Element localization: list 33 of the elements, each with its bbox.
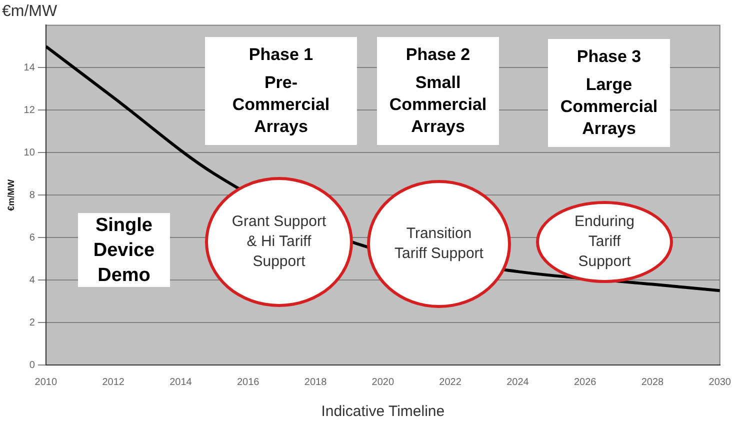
x-tick-label: 2020 — [372, 376, 394, 388]
y-tick-label: 2 — [29, 317, 36, 328]
x-tick-label: 2016 — [236, 376, 260, 388]
annotation: Grant Support & Hi Tariff Support — [232, 212, 326, 272]
chart-title: €m/MW — [2, 3, 58, 20]
y-tick-label: 0 — [29, 360, 36, 371]
annotation: Enduring Tariff Support — [574, 212, 635, 272]
x-tick-label: 2010 — [34, 376, 58, 388]
x-tick-label: 2018 — [304, 376, 328, 388]
y-tick-label: 8 — [29, 190, 36, 201]
x-axis-title: Indicative Timeline — [321, 403, 445, 420]
annotation: Phase 1 Pre- Commercial Arrays — [232, 44, 330, 138]
annotation: Single Device Demo — [93, 214, 155, 288]
x-tick-label: 2012 — [102, 376, 125, 388]
x-tick-label: 2028 — [641, 376, 664, 388]
note-box: Phase 1 Pre- Commercial Arrays — [205, 37, 357, 145]
y-tick-label: 6 — [29, 232, 36, 244]
note-box: Single Device Demo — [78, 213, 170, 287]
annotation: Phase 3 Large Commercial Arrays — [560, 46, 658, 140]
x-tick-label: 2026 — [574, 376, 597, 388]
note-box: Phase 3 Large Commercial Arrays — [548, 39, 670, 147]
annotation: Transition Tariff Support — [394, 224, 484, 264]
annotation: Phase 2 Small Commercial Arrays — [389, 44, 487, 138]
note-box: Phase 2 Small Commercial Arrays — [377, 37, 499, 145]
x-tick-label: 2030 — [708, 376, 732, 388]
x-tick-label: 2014 — [170, 376, 192, 388]
y-tick-label: 12 — [24, 104, 36, 116]
y-tick-label: 10 — [24, 147, 36, 158]
y-tick-label: 4 — [29, 274, 36, 286]
x-tick-label: 2024 — [506, 376, 530, 388]
x-tick-label: 2022 — [439, 376, 462, 388]
y-axis-title: €m/MW — [6, 178, 16, 211]
y-tick-label: 14 — [24, 62, 36, 74]
